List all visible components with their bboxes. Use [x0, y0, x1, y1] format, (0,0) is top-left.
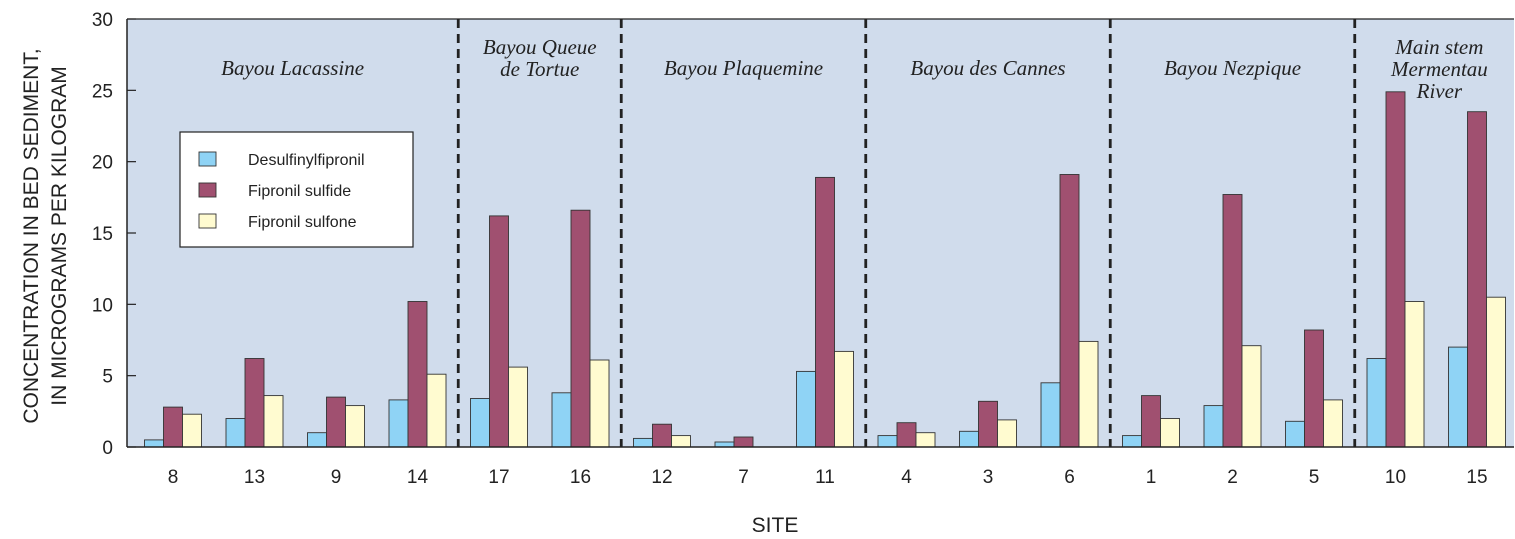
x-tick-label: 4 [901, 467, 912, 488]
bar-desulfinylfipronil-site-16 [551, 392, 572, 448]
bar-fipronil-sulfide-site-9 [326, 396, 346, 448]
group-label: Bayou Nezpique [1164, 56, 1301, 80]
group-label: Bayou des Cannes [910, 56, 1065, 80]
bar-desulfinylfipronil-site-13 [225, 418, 246, 448]
y-tick-label: 0 [102, 438, 113, 459]
bar-fipronil-sulfide-site-2 [1222, 194, 1243, 448]
bar-fipronil-sulfone-site-8 [182, 413, 202, 448]
legend-swatch [198, 182, 217, 198]
x-tick-label: 13 [244, 467, 265, 488]
bar-fipronil-sulfide-site-12 [652, 423, 672, 448]
legend-swatch [198, 213, 217, 229]
y-axis-ticks: 0 5 10 15 20 25 30 [92, 10, 1514, 459]
x-axis-ticks: 8 13 9 14 17 16 12 7 11 4 3 6 1 2 5 10 15 [168, 467, 1488, 488]
bar-desulfinylfipronil-site-14 [388, 399, 409, 448]
bar-desulfinylfipronil-site-12 [633, 437, 653, 448]
bar-desulfinylfipronil-site-5 [1285, 420, 1305, 448]
bar-fipronil-sulfone-site-17 [508, 366, 528, 448]
legend: Desulfinylfipronil Fipronil sulfide Fipron… [179, 131, 414, 248]
group-label: de Tortue [500, 57, 579, 81]
bar-desulfinylfipronil-site-17 [470, 398, 490, 448]
bar-fipronil-sulfone-site-2 [1241, 345, 1262, 448]
bar-desulfinylfipronil-site-8 [144, 439, 164, 448]
x-tick-label: 1 [1146, 467, 1157, 488]
bar-fipronil-sulfide-site-1 [1141, 395, 1161, 448]
bar-fipronil-sulfone-site-5 [1323, 399, 1343, 448]
x-tick-label: 14 [407, 467, 429, 488]
bar-fipronil-sulfide-site-14 [407, 301, 428, 448]
bar-fipronil-sulfone-site-6 [1078, 340, 1099, 448]
x-tick-label: 12 [651, 467, 672, 488]
x-tick-label: 16 [570, 467, 591, 488]
y-axis-title-line-2: IN MICROGRAMS PER KILOGRAM [48, 66, 71, 406]
bar-desulfinylfipronil-site-4 [877, 435, 898, 448]
bar-fipronil-sulfone-site-12 [671, 435, 691, 448]
bar-desulfinylfipronil-site-6 [1040, 382, 1061, 448]
group-label: Mermentau [1390, 57, 1488, 81]
x-tick-label: 9 [331, 467, 342, 488]
y-tick-label: 30 [92, 10, 113, 31]
bar-fipronil-sulfide-site-4 [896, 422, 917, 448]
bar-fipronil-sulfone-site-3 [997, 419, 1017, 448]
bar-desulfinylfipronil-site-11 [796, 370, 816, 448]
bar-fipronil-sulfone-site-1 [1160, 418, 1180, 448]
bar-fipronil-sulfone-site-13 [263, 395, 284, 448]
y-tick-label: 5 [102, 367, 113, 388]
bar-fipronil-sulfide-site-5 [1304, 329, 1324, 448]
legend-label: Fipronil sulfone [248, 214, 357, 231]
bar-fipronil-sulfide-site-10 [1385, 91, 1406, 448]
bar-fipronil-sulfide-site-7 [733, 436, 754, 448]
bar-fipronil-sulfone-site-11 [834, 350, 854, 448]
bar-fipronil-sulfide-site-13 [244, 358, 265, 448]
y-tick-label: 25 [92, 81, 113, 102]
y-tick-label: 15 [92, 224, 113, 245]
bar-fipronil-sulfide-site-3 [978, 400, 998, 448]
x-tick-label: 6 [1064, 467, 1075, 488]
x-tick-label: 17 [488, 467, 509, 488]
bar-fipronil-sulfide-site-6 [1059, 174, 1080, 448]
bar-desulfinylfipronil-site-1 [1122, 435, 1142, 448]
x-tick-label: 2 [1227, 467, 1238, 488]
x-tick-label: 7 [738, 467, 749, 488]
group-label: Main stem [1394, 35, 1483, 59]
bar-fipronil-sulfone-site-16 [589, 359, 610, 448]
x-tick-label: 11 [815, 467, 835, 488]
bar-desulfinylfipronil-site-3 [959, 430, 979, 448]
bar-fipronil-sulfone-site-4 [915, 432, 936, 448]
x-tick-label: 10 [1385, 467, 1406, 488]
group-label: Bayou Queue [483, 35, 597, 59]
bar-fipronil-sulfide-site-17 [489, 215, 509, 448]
bar-fipronil-sulfide-site-15 [1467, 111, 1487, 448]
y-tick-label: 20 [92, 153, 113, 174]
bar-fipronil-sulfone-site-15 [1486, 296, 1506, 448]
group-label: River [1416, 79, 1463, 103]
x-axis-title: SITE [752, 514, 799, 537]
legend-box [179, 131, 414, 248]
bar-fipronil-sulfide-site-11 [815, 176, 835, 448]
bar-fipronil-sulfone-site-10 [1404, 301, 1425, 448]
x-tick-label: 8 [168, 467, 179, 488]
x-tick-label: 5 [1309, 467, 1320, 488]
bar-fipronil-sulfone-site-9 [345, 405, 365, 448]
bar-fipronil-sulfide-site-16 [570, 209, 591, 448]
legend-label: Desulfinylfipronil [248, 152, 365, 169]
bar-desulfinylfipronil-site-15 [1448, 346, 1468, 448]
bar-desulfinylfipronil-site-9 [307, 432, 327, 448]
bar-desulfinylfipronil-site-2 [1203, 405, 1224, 448]
group-dividers [456, 19, 1357, 447]
group-label: Bayou Plaquemine [664, 56, 823, 80]
x-tick-label: 3 [983, 467, 994, 488]
bar-desulfinylfipronil-site-10 [1366, 358, 1387, 448]
group-label: Bayou Lacassine [221, 56, 364, 80]
bar-fipronil-sulfone-site-14 [426, 373, 447, 448]
legend-swatch [198, 151, 217, 167]
legend-label: Fipronil sulfide [248, 183, 351, 200]
x-tick-label: 15 [1466, 467, 1487, 488]
bar-fipronil-sulfide-site-8 [163, 406, 183, 448]
y-axis-title-line-1: CONCENTRATION IN BED SEDIMENT, [20, 48, 43, 423]
y-tick-label: 10 [92, 295, 113, 316]
